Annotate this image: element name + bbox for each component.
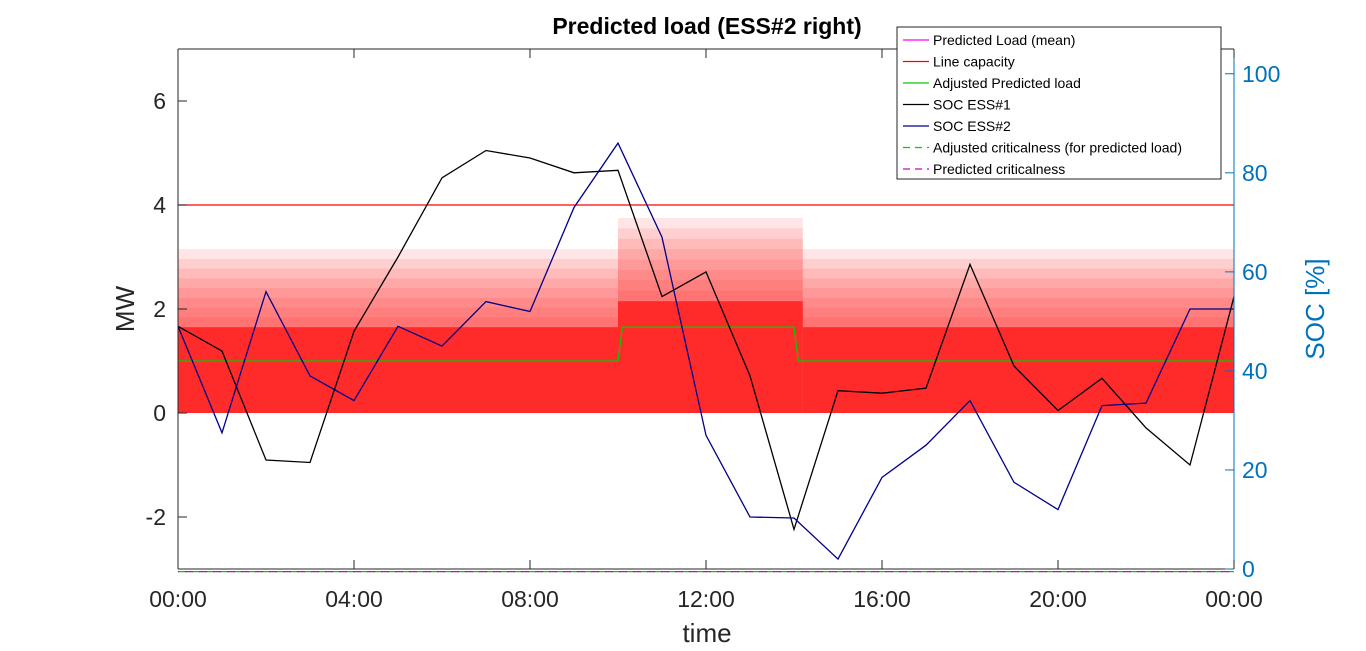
x-tick-label: 08:00 xyxy=(501,586,559,612)
y-tick-label: 0 xyxy=(153,400,166,426)
y-right-tick-label: 80 xyxy=(1242,160,1268,186)
band-layer-1-5 xyxy=(618,249,803,413)
band-core-0 xyxy=(178,327,618,413)
legend: Predicted Load (mean) Line capacity Adjust… xyxy=(896,26,1222,180)
series-line-4 xyxy=(177,141,1234,561)
band-layer-1-6 xyxy=(618,238,803,413)
band-layer-1-2 xyxy=(618,280,803,413)
band-layer-1-8 xyxy=(618,218,803,413)
legend-entry-4: SOC ESS#2 xyxy=(933,118,1011,134)
band-layer-2-3 xyxy=(802,297,1234,413)
x-tick-label: 00:00 xyxy=(149,586,207,612)
legend-box xyxy=(896,26,1222,180)
band-layer-0-8 xyxy=(178,249,618,413)
x-axis-label: time xyxy=(682,618,731,648)
y-right-tick-label: 60 xyxy=(1242,259,1268,285)
legend-entry-0: Predicted Load (mean) xyxy=(933,32,1075,48)
y-right-tick-label: 20 xyxy=(1242,457,1268,483)
band-layer-2-1 xyxy=(802,317,1234,413)
legend-entry-6: Predicted criticalness xyxy=(933,161,1065,177)
legend-entry-1: Line capacity xyxy=(933,54,1015,70)
y-axis-right-label: SOC [%] xyxy=(1300,258,1330,359)
y-right-tick-label: 40 xyxy=(1242,358,1268,384)
band-layer-2-5 xyxy=(802,278,1234,413)
y-tick-label: 4 xyxy=(153,192,166,218)
band-layer-0-5 xyxy=(178,278,618,413)
chart-title: Predicted load (ESS#2 right) xyxy=(552,13,861,39)
series-line-3 xyxy=(177,149,1235,532)
x-tick-label: 12:00 xyxy=(677,586,735,612)
y-tick-label: -2 xyxy=(146,504,166,530)
legend-entry-3: SOC ESS#1 xyxy=(933,97,1011,113)
x-tick-label: 16:00 xyxy=(853,586,911,612)
band-layer-2-7 xyxy=(802,258,1234,413)
x-tick-label: 20:00 xyxy=(1029,586,1087,612)
legend-entry-5: Adjusted criticalness (for predicted loa… xyxy=(933,140,1182,156)
band-layer-0-1 xyxy=(178,317,618,413)
y-right-tick-label: 0 xyxy=(1242,556,1255,582)
band-core-1 xyxy=(618,301,803,413)
band-layer-0-4 xyxy=(178,288,618,413)
y-right-tick-label: 100 xyxy=(1242,61,1280,87)
band-layer-2-6 xyxy=(802,268,1234,413)
plot-lines xyxy=(177,141,1235,573)
y-tick-label: 2 xyxy=(153,296,166,322)
y-axis-label: MW xyxy=(110,285,140,332)
legend-entry-2: Adjusted Predicted load xyxy=(933,75,1081,91)
series-line-2 xyxy=(178,326,1234,362)
x-tick-label: 04:00 xyxy=(325,586,383,612)
band-layer-1-3 xyxy=(618,270,803,413)
band-layer-2-8 xyxy=(802,249,1234,413)
band-layer-1-4 xyxy=(618,259,803,413)
y-tick-label: 6 xyxy=(153,88,166,114)
band-layer-0-7 xyxy=(178,258,618,413)
band-layer-1-1 xyxy=(618,290,803,413)
x-tick-label: 00:00 xyxy=(1205,586,1263,612)
uncertainty-bands xyxy=(178,218,1234,413)
band-layer-0-3 xyxy=(178,297,618,413)
